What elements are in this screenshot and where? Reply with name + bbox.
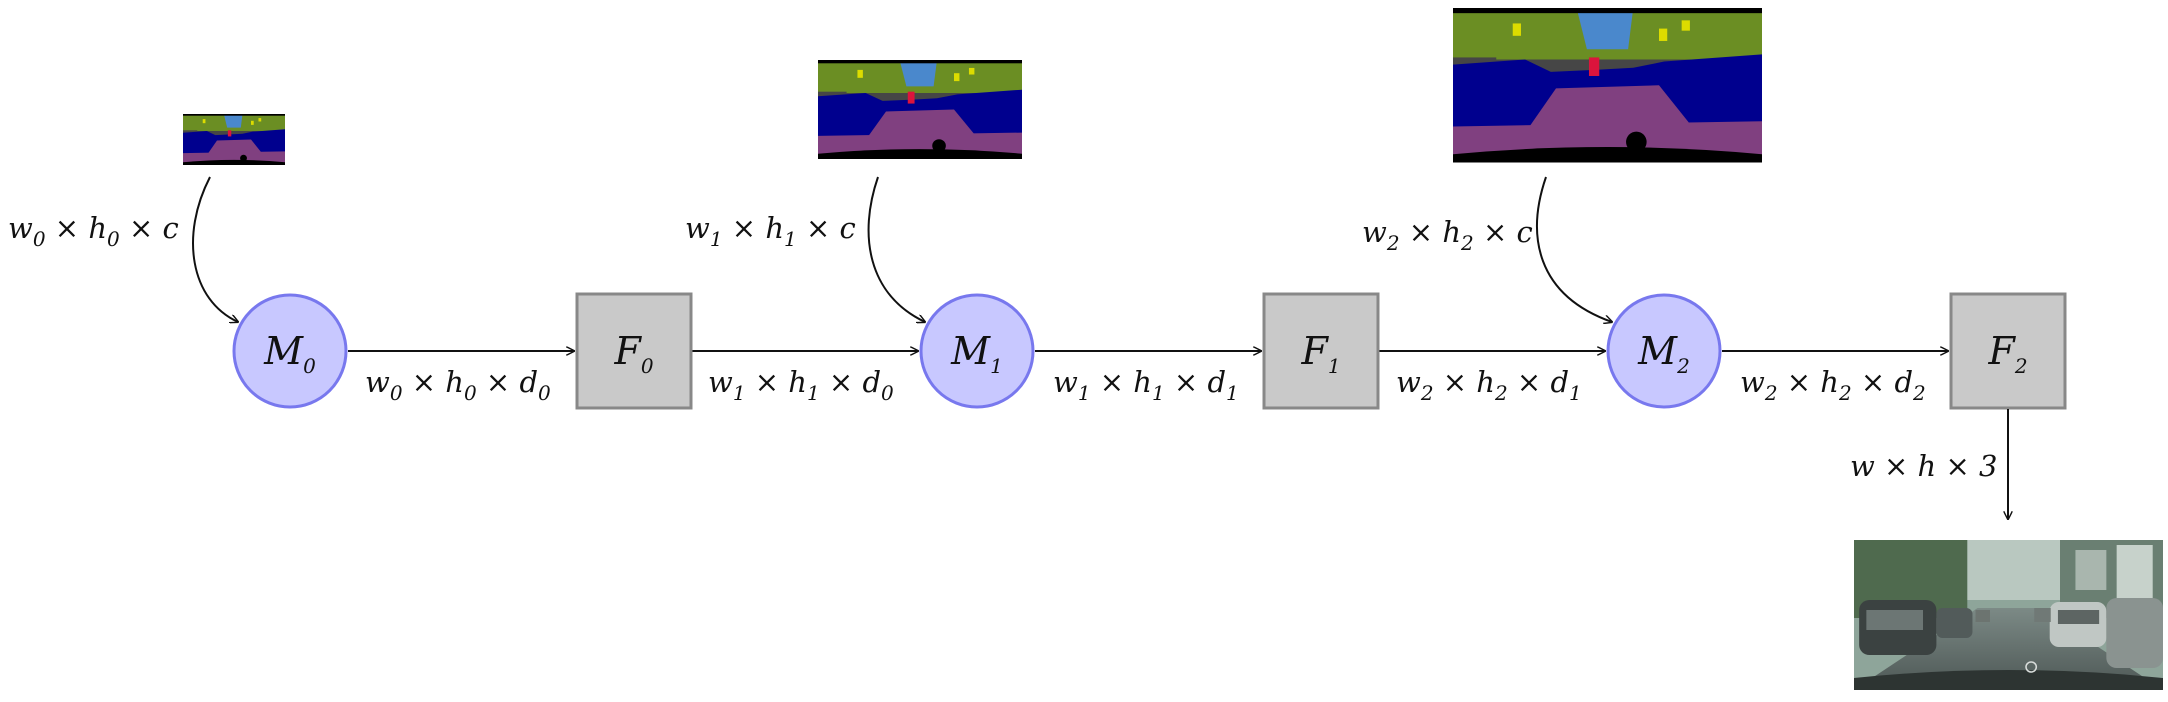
module-f1: F1 [1262,292,1380,410]
map-arrow-2 [1536,176,1612,322]
svg-text:M1: M1 [950,329,1003,378]
edge-label-2: w1 × h1 × d1 [1053,365,1239,405]
edge-label-3: w2 × h2 × d1 [1396,365,1582,405]
edge-label-1: w1 × h1 × d0 [708,365,894,405]
module-m2: M2 [1606,293,1722,409]
output-image [1853,539,2164,691]
map-arrow-1 [867,176,925,322]
map-label-0: w0 × h0 × c [8,211,179,251]
semantic-map-2 [1453,8,1762,163]
output-label: w × h × 3 [1850,449,1997,483]
map-label-1: w1 × h1 × c [685,211,856,251]
svg-text:M0: M0 [263,329,316,378]
svg-text:F0: F0 [613,329,653,378]
svg-text:M2: M2 [1637,329,1690,378]
edge-label-0: w0 × h0 × d0 [365,365,551,405]
map-arrow-0 [192,176,238,322]
map-label-2: w2 × h2 × c [1362,215,1533,255]
semantic-map-0 [183,114,285,165]
semantic-map-1 [818,60,1022,159]
module-m0: M0 [232,293,348,409]
module-m1: M1 [919,293,1035,409]
svg-text:F1: F1 [1300,329,1340,378]
module-f2: F2 [1949,292,2067,410]
edge-label-4: w2 × h2 × d2 [1740,365,1926,405]
svg-text:F2: F2 [1987,329,2027,378]
module-f0: F0 [575,292,693,410]
